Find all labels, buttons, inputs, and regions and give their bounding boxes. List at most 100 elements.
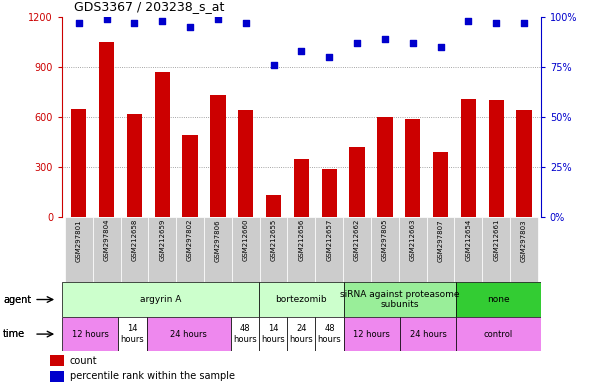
Point <box>102 16 111 22</box>
Point <box>186 24 195 30</box>
Bar <box>204 217 232 282</box>
Bar <box>93 217 121 282</box>
Bar <box>147 317 231 351</box>
Text: time: time <box>3 329 25 339</box>
Bar <box>65 217 93 282</box>
Text: GSM212660: GSM212660 <box>243 219 249 262</box>
Text: GSM212654: GSM212654 <box>465 219 472 261</box>
Bar <box>489 101 504 217</box>
Bar <box>210 96 226 217</box>
Text: GSM297804: GSM297804 <box>103 219 109 262</box>
Point <box>269 62 278 68</box>
Bar <box>238 111 254 217</box>
Text: 48
hours: 48 hours <box>318 324 342 344</box>
Text: percentile rank within the sample: percentile rank within the sample <box>70 371 235 381</box>
Bar <box>176 217 204 282</box>
Point <box>74 20 83 26</box>
Bar <box>259 282 343 317</box>
Text: 24 hours: 24 hours <box>170 329 207 339</box>
Text: time: time <box>3 329 25 339</box>
Point <box>324 54 334 60</box>
Bar <box>343 282 456 317</box>
Text: 24 hours: 24 hours <box>410 329 447 339</box>
Bar <box>510 217 538 282</box>
Bar <box>99 42 114 217</box>
Bar <box>62 317 118 351</box>
Bar <box>371 217 399 282</box>
Bar <box>62 282 259 317</box>
Text: 14
hours: 14 hours <box>261 324 285 344</box>
Text: agent: agent <box>3 295 31 305</box>
Bar <box>118 317 147 351</box>
Bar <box>259 217 287 282</box>
Text: GSM212656: GSM212656 <box>298 219 304 261</box>
Bar <box>316 317 343 351</box>
Bar <box>454 217 482 282</box>
Bar <box>427 217 454 282</box>
Text: GSM297807: GSM297807 <box>437 219 444 262</box>
Text: count: count <box>70 356 98 366</box>
Point <box>297 48 306 54</box>
Text: GSM212655: GSM212655 <box>271 219 277 261</box>
Bar <box>349 147 365 217</box>
Point <box>436 44 445 50</box>
Text: GSM297806: GSM297806 <box>215 219 221 262</box>
Text: bortezomib: bortezomib <box>275 295 327 304</box>
Bar <box>461 99 476 217</box>
Bar <box>316 217 343 282</box>
Bar <box>126 114 142 217</box>
Bar <box>343 217 371 282</box>
Bar <box>232 217 259 282</box>
Text: none: none <box>487 295 510 304</box>
Bar <box>50 371 64 382</box>
Bar <box>343 317 400 351</box>
Text: GSM212658: GSM212658 <box>131 219 138 261</box>
Bar <box>259 317 287 351</box>
Bar <box>183 136 198 217</box>
Bar <box>287 217 316 282</box>
Text: GSM212659: GSM212659 <box>159 219 165 261</box>
Text: GDS3367 / 203238_s_at: GDS3367 / 203238_s_at <box>74 0 224 13</box>
Bar <box>231 317 259 351</box>
Text: GSM212661: GSM212661 <box>493 219 499 262</box>
Bar <box>482 217 510 282</box>
Bar <box>50 356 64 366</box>
Point <box>158 18 167 24</box>
Text: 48
hours: 48 hours <box>233 324 257 344</box>
Point <box>241 20 251 26</box>
Text: 12 hours: 12 hours <box>72 329 109 339</box>
Bar <box>155 72 170 217</box>
Point <box>129 20 139 26</box>
Bar <box>287 317 316 351</box>
Text: GSM212662: GSM212662 <box>354 219 360 261</box>
Point <box>464 18 473 24</box>
Text: 14
hours: 14 hours <box>121 324 144 344</box>
Text: GSM297805: GSM297805 <box>382 219 388 262</box>
Point <box>519 20 529 26</box>
Point <box>380 36 389 42</box>
Text: control: control <box>484 329 513 339</box>
Text: GSM212663: GSM212663 <box>410 219 415 262</box>
Bar <box>456 282 541 317</box>
Bar <box>400 317 456 351</box>
Text: GSM212657: GSM212657 <box>326 219 332 261</box>
Bar <box>148 217 176 282</box>
Point <box>213 16 223 22</box>
Bar <box>405 119 420 217</box>
Bar <box>433 152 448 217</box>
Point <box>352 40 362 46</box>
Bar <box>399 217 427 282</box>
Bar <box>322 169 337 217</box>
Text: 24
hours: 24 hours <box>290 324 313 344</box>
Bar <box>294 159 309 217</box>
Text: GSM297802: GSM297802 <box>187 219 193 262</box>
Bar <box>266 195 281 217</box>
Text: argyrin A: argyrin A <box>140 295 181 304</box>
Point <box>492 20 501 26</box>
Bar <box>377 117 392 217</box>
Point <box>408 40 417 46</box>
Bar <box>71 109 86 217</box>
Text: siRNA against proteasome
subunits: siRNA against proteasome subunits <box>340 290 460 309</box>
Text: agent: agent <box>3 295 31 305</box>
Bar <box>121 217 148 282</box>
